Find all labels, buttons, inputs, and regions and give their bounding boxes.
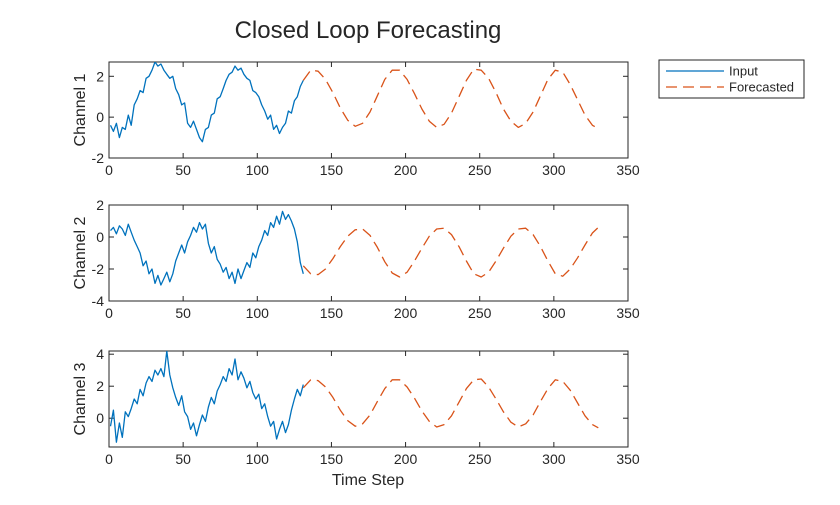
axes-box — [108, 350, 629, 448]
x-tick-label: 300 — [542, 451, 566, 467]
y-tick-label: -2 — [92, 150, 105, 166]
legend-box — [658, 59, 805, 99]
subplot-channel-3: 0 50 100 150 200 250 300 350 0 2 4 Channel 3 — [72, 346, 640, 467]
x-tick-label: 300 — [542, 162, 566, 178]
y-axis-title: Channel 3 — [72, 362, 89, 435]
y-tick-label: 0 — [96, 410, 104, 426]
y-tick-label: 2 — [96, 378, 104, 394]
x-tick-label: 50 — [175, 305, 191, 321]
x-tick-label: 0 — [105, 305, 113, 321]
y-tick-label: 0 — [96, 109, 104, 125]
x-tick-label: 250 — [468, 305, 492, 321]
y-tick-label: 2 — [96, 197, 104, 213]
x-tick-label: 350 — [616, 451, 640, 467]
x-tick-label: 150 — [320, 451, 344, 467]
legend: Input Forecasted — [658, 59, 805, 99]
input-series-line — [109, 62, 304, 143]
legend-label-forecasted: Forecasted — [729, 80, 794, 95]
y-tick-label: 2 — [96, 68, 104, 84]
x-tick-label: 150 — [320, 305, 344, 321]
x-tick-label: 150 — [320, 162, 344, 178]
y-tick-label: 0 — [96, 229, 104, 245]
x-tick-label: 250 — [468, 451, 492, 467]
chart-title: Closed Loop Forecasting — [235, 17, 502, 44]
x-tick-label: 350 — [616, 305, 640, 321]
x-tick-label: 100 — [246, 305, 270, 321]
x-tick-label: 250 — [468, 162, 492, 178]
input-series-line — [110, 210, 304, 286]
y-tick-label: -4 — [92, 293, 105, 309]
legend-label-input: Input — [729, 64, 758, 79]
x-tick-label: 200 — [394, 451, 418, 467]
subplot-channel-2: 0 50 100 150 200 250 300 350 -4 -2 0 2 Channel 2 — [72, 197, 640, 321]
x-tick-label: 350 — [616, 162, 640, 178]
input-series-line — [109, 351, 304, 443]
x-axis-title: Time Step — [332, 472, 404, 489]
x-tick-label: 50 — [175, 451, 191, 467]
forecasted-series-line — [302, 226, 599, 278]
y-axis-title: Channel 2 — [72, 216, 89, 289]
x-tick-label: 0 — [105, 162, 113, 178]
x-tick-label: 100 — [246, 162, 270, 178]
x-tick-label: 200 — [394, 162, 418, 178]
forecasted-series-line — [302, 378, 599, 429]
x-tick-label: 100 — [246, 451, 270, 467]
x-tick-label: 50 — [175, 162, 191, 178]
y-tick-label: 4 — [96, 346, 104, 362]
x-tick-label: 300 — [542, 305, 566, 321]
y-tick-label: -2 — [92, 261, 105, 277]
x-tick-label: 200 — [394, 305, 418, 321]
axes-box — [108, 204, 629, 302]
y-axis-title: Channel 1 — [72, 73, 89, 146]
axes-box — [108, 61, 629, 159]
x-tick-label: 0 — [105, 451, 113, 467]
